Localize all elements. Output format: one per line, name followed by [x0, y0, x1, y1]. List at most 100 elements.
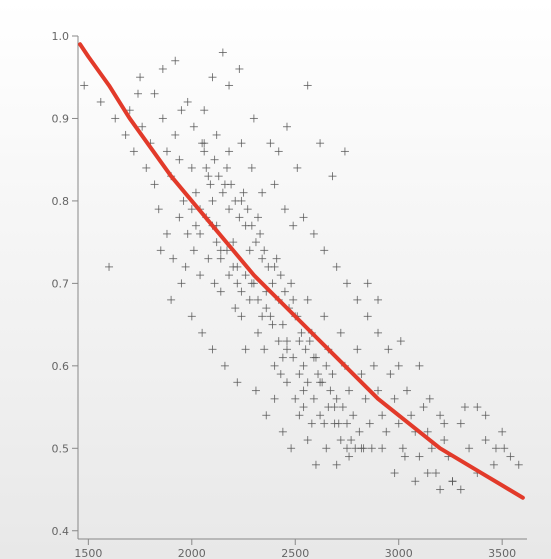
scatter-point: [237, 312, 246, 321]
scatter-point: [212, 238, 221, 247]
scatter-point: [394, 361, 403, 370]
scatter-point: [231, 196, 240, 205]
scatter-point: [415, 452, 424, 461]
scatter-point: [289, 353, 298, 362]
scatter-point: [210, 279, 219, 288]
y-tick-label: 0.5: [52, 442, 70, 455]
scatter-point: [481, 411, 490, 420]
scatter-point: [287, 279, 296, 288]
scatter-point: [231, 304, 240, 313]
scatter-point: [390, 394, 399, 403]
scatter-point: [340, 147, 349, 156]
scatter-point: [225, 147, 234, 156]
scatter-point: [175, 213, 184, 222]
scatter-point: [177, 279, 186, 288]
scatter-point: [423, 469, 432, 478]
scatter-point: [309, 394, 318, 403]
scatter-point: [158, 64, 167, 73]
scatter-point: [262, 304, 271, 313]
scatter-point: [138, 122, 147, 131]
scatter-point: [214, 172, 223, 181]
scatter-point: [436, 411, 445, 420]
scatter-point: [264, 262, 273, 271]
scatter-point: [328, 172, 337, 181]
scatter-point: [216, 287, 225, 296]
scatter-point: [289, 221, 298, 230]
scatter-point: [208, 345, 217, 354]
scatter-point: [247, 221, 256, 230]
scatter-point: [390, 469, 399, 478]
scatter-point: [378, 444, 387, 453]
scatter-point: [225, 271, 234, 280]
scatter-point: [299, 213, 308, 222]
scatter-point: [282, 345, 291, 354]
scatter-point: [305, 337, 314, 346]
scatter-point: [121, 130, 130, 139]
scatter-point: [258, 254, 267, 263]
scatter-point: [266, 139, 275, 148]
scatter-point: [266, 312, 275, 321]
scatter-point: [202, 163, 211, 172]
scatter-point: [293, 163, 302, 172]
scatter-point: [309, 229, 318, 238]
scatter-point: [299, 361, 308, 370]
scatter-point: [303, 378, 312, 387]
scatter-point: [262, 411, 271, 420]
scatter-point: [456, 419, 465, 428]
scatter-point: [291, 394, 300, 403]
scatter-point: [270, 361, 279, 370]
scatter-point: [239, 188, 248, 197]
scatter-point: [311, 460, 320, 469]
scatter-point: [268, 279, 277, 288]
scatter-point: [268, 320, 277, 329]
scatter-point: [500, 444, 509, 453]
scatter-point: [274, 337, 283, 346]
scatter-point: [191, 188, 200, 197]
scatter-point: [345, 452, 354, 461]
scatter-point: [278, 353, 287, 362]
scatter-point: [489, 460, 498, 469]
scatter-point: [289, 295, 298, 304]
scatter-point: [353, 345, 362, 354]
scatter-point: [198, 328, 207, 337]
scatter-point: [328, 370, 337, 379]
scatter-point: [361, 394, 370, 403]
scatter-point: [200, 106, 209, 115]
scatter-point: [324, 403, 333, 412]
scatter-point: [274, 147, 283, 156]
scatter-point: [303, 295, 312, 304]
x-axis-ticks: 1500 2000 2500 3000 3500: [74, 539, 516, 559]
scatter-point: [208, 73, 217, 82]
scatter-point: [276, 370, 285, 379]
scatter-point: [204, 254, 213, 263]
y-tick-label: 0.9: [52, 112, 70, 125]
scatter-point: [204, 172, 213, 181]
scatter-point: [332, 262, 341, 271]
scatter-point: [162, 229, 171, 238]
scatter-point: [196, 271, 205, 280]
scatter-point: [229, 238, 238, 247]
scatter-point: [369, 361, 378, 370]
scatter-point: [260, 345, 269, 354]
scatter-point: [218, 188, 227, 197]
scatter-point: [374, 328, 383, 337]
scatter-point: [297, 328, 306, 337]
scatter-point: [156, 246, 165, 255]
scatter-point: [229, 262, 238, 271]
scatter-point: [320, 419, 329, 428]
scatter-point: [169, 254, 178, 263]
fit-line: [78, 42, 525, 500]
scatter-point: [396, 337, 405, 346]
scatter-point: [402, 386, 411, 395]
scatter-point: [481, 436, 490, 445]
scatter-point: [150, 180, 159, 189]
scatter-point: [189, 122, 198, 131]
scatter-point: [256, 229, 265, 238]
scatter-point: [299, 386, 308, 395]
scatter-point: [353, 295, 362, 304]
x-tick-label: 3500: [488, 547, 516, 559]
scatter-point: [363, 312, 372, 321]
scatter-point: [247, 279, 256, 288]
scatter-point: [235, 213, 244, 222]
